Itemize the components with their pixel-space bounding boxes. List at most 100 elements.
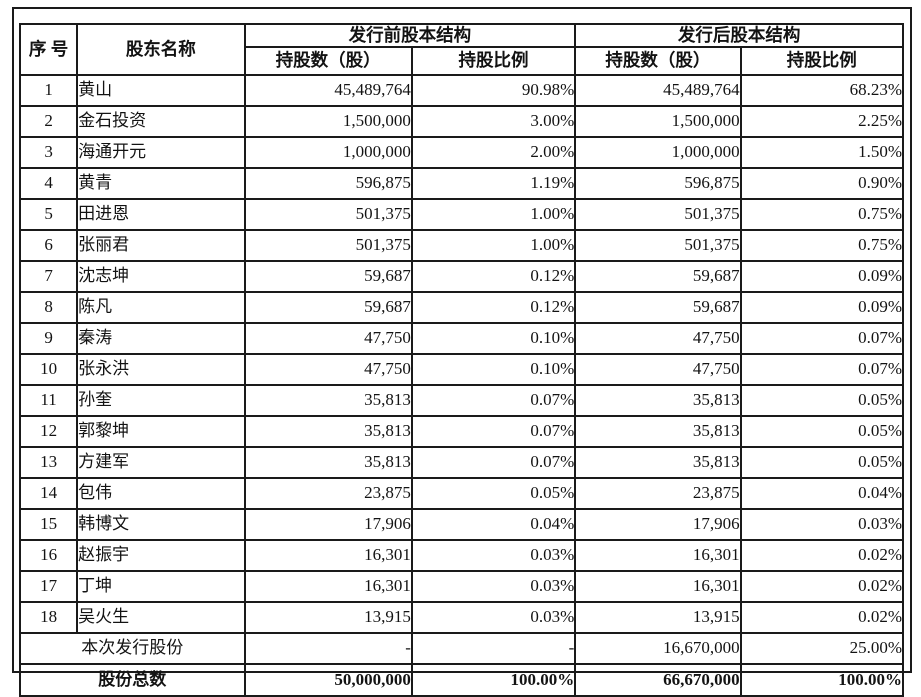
table-row: 5 田进恩 501,375 1.00% 501,375 0.75% <box>18 198 905 231</box>
cell-pre-ratio: 0.12% <box>410 260 577 293</box>
cell-post-ratio: 0.75% <box>739 229 905 262</box>
issue-pre-ratio: - <box>410 632 577 665</box>
cell-shareholder: 丁坤 <box>76 570 246 603</box>
cell-serial: 16 <box>18 539 79 572</box>
table-row: 10 张永洪 47,750 0.10% 47,750 0.07% <box>18 353 905 386</box>
cell-pre-ratio: 0.07% <box>410 446 577 479</box>
cell-shareholder: 张永洪 <box>76 353 246 386</box>
cell-post-shares: 59,687 <box>574 260 742 293</box>
table-row: 4 黄青 596,875 1.19% 596,875 0.90% <box>18 167 905 200</box>
cell-post-ratio: 2.25% <box>739 105 905 138</box>
total-row-label: 股份总数 <box>19 663 246 697</box>
cell-pre-ratio: 1.00% <box>410 229 577 262</box>
cell-shareholder: 海通开元 <box>76 136 246 169</box>
cell-pre-ratio: 0.04% <box>410 508 577 541</box>
cell-pre-shares: 47,750 <box>243 353 413 386</box>
cell-pre-shares: 35,813 <box>243 446 413 479</box>
cell-pre-ratio: 1.00% <box>410 198 577 231</box>
cell-post-shares: 16,301 <box>574 539 742 572</box>
cell-pre-ratio: 0.05% <box>410 477 577 510</box>
cell-post-ratio: 0.90% <box>739 167 905 200</box>
cell-post-ratio: 0.09% <box>739 291 905 324</box>
cell-shareholder: 田进恩 <box>76 198 246 231</box>
cell-post-ratio: 0.75% <box>739 198 905 231</box>
header-shareholder: 股东名称 <box>76 23 246 76</box>
table-row: 7 沈志坤 59,687 0.12% 59,687 0.09% <box>18 260 905 293</box>
cell-post-ratio: 0.07% <box>739 322 905 355</box>
cell-post-shares: 1,500,000 <box>574 105 742 138</box>
cell-pre-shares: 47,750 <box>243 322 413 355</box>
table-row: 15 韩博文 17,906 0.04% 17,906 0.03% <box>18 508 905 541</box>
cell-pre-shares: 16,301 <box>243 539 413 572</box>
cell-post-ratio: 0.05% <box>739 384 905 417</box>
cell-shareholder: 孙奎 <box>76 384 246 417</box>
issue-row: 本次发行股份 - - 16,670,000 25.00% <box>19 632 905 665</box>
cell-post-shares: 45,489,764 <box>574 74 742 107</box>
cell-post-ratio: 1.50% <box>739 136 905 169</box>
cell-pre-shares: 23,875 <box>243 477 413 510</box>
cell-pre-shares: 59,687 <box>243 260 413 293</box>
table-row: 8 陈凡 59,687 0.12% 59,687 0.09% <box>18 291 905 324</box>
header-post-group: 发行后股本结构 <box>574 23 904 48</box>
cell-shareholder: 韩博文 <box>76 508 246 541</box>
cell-post-ratio: 0.02% <box>739 570 905 603</box>
cell-serial: 12 <box>18 415 79 448</box>
total-post-shares: 66,670,000 <box>574 663 742 697</box>
cell-pre-ratio: 0.03% <box>410 539 577 572</box>
cell-post-ratio: 68.23% <box>739 74 905 107</box>
table-row: 11 孙奎 35,813 0.07% 35,813 0.05% <box>18 384 905 417</box>
cell-shareholder: 吴火生 <box>76 601 246 634</box>
cell-pre-ratio: 0.07% <box>410 415 577 448</box>
cell-serial: 7 <box>18 260 79 293</box>
cell-serial: 11 <box>18 384 79 417</box>
cell-pre-ratio: 0.03% <box>410 601 577 634</box>
cell-serial: 4 <box>18 167 79 200</box>
cell-serial: 10 <box>18 353 79 386</box>
cell-pre-ratio: 0.10% <box>410 322 577 355</box>
cell-pre-ratio: 0.12% <box>410 291 577 324</box>
cell-serial: 3 <box>18 136 79 169</box>
header-group-row: 序 号 股东名称 发行前股本结构 发行后股本结构 <box>18 23 904 76</box>
total-post-ratio: 100.00% <box>739 663 905 697</box>
cell-post-ratio: 0.04% <box>739 477 905 510</box>
header-pre-shares: 持股数（股） <box>243 46 413 76</box>
cell-post-shares: 596,875 <box>574 167 742 200</box>
share-structure-table: 序 号 股东名称 发行前股本结构 发行后股本结构 持股数（股） 持股比例 持股数… <box>18 23 905 697</box>
issue-post-shares: 16,670,000 <box>574 632 742 665</box>
cell-pre-shares: 59,687 <box>243 291 413 324</box>
cell-pre-ratio: 0.03% <box>410 570 577 603</box>
cell-post-shares: 16,301 <box>574 570 742 603</box>
cell-pre-ratio: 0.10% <box>410 353 577 386</box>
cell-serial: 15 <box>18 508 79 541</box>
header-post-shares: 持股数（股） <box>574 46 742 76</box>
table-body: 1 黄山 45,489,764 90.98% 45,489,764 68.23%… <box>18 74 905 634</box>
cell-post-shares: 501,375 <box>574 229 742 262</box>
cell-pre-ratio: 3.00% <box>410 105 577 138</box>
cell-post-ratio: 0.02% <box>739 601 905 634</box>
cell-shareholder: 郭黎坤 <box>76 415 246 448</box>
cell-post-shares: 59,687 <box>574 291 742 324</box>
table-row: 9 秦涛 47,750 0.10% 47,750 0.07% <box>18 322 905 355</box>
cell-serial: 6 <box>18 229 79 262</box>
cell-serial: 17 <box>18 570 79 603</box>
cell-pre-shares: 596,875 <box>243 167 413 200</box>
total-row: 股份总数 50,000,000 100.00% 66,670,000 100.0… <box>19 663 905 697</box>
cell-shareholder: 赵振宇 <box>76 539 246 572</box>
cell-post-ratio: 0.05% <box>739 446 905 479</box>
table-row: 2 金石投资 1,500,000 3.00% 1,500,000 2.25% <box>18 105 905 138</box>
cell-serial: 13 <box>18 446 79 479</box>
cell-pre-shares: 16,301 <box>243 570 413 603</box>
cell-post-shares: 47,750 <box>574 353 742 386</box>
cell-post-shares: 35,813 <box>574 446 742 479</box>
cell-post-ratio: 0.07% <box>739 353 905 386</box>
cell-pre-shares: 1,000,000 <box>243 136 413 169</box>
cell-serial: 9 <box>18 322 79 355</box>
table-row: 6 张丽君 501,375 1.00% 501,375 0.75% <box>18 229 905 262</box>
cell-post-ratio: 0.05% <box>739 415 905 448</box>
cell-pre-ratio: 2.00% <box>410 136 577 169</box>
cell-serial: 8 <box>18 291 79 324</box>
cell-serial: 2 <box>18 105 79 138</box>
cell-pre-shares: 1,500,000 <box>243 105 413 138</box>
cell-pre-shares: 501,375 <box>243 229 413 262</box>
page-frame: 序 号 股东名称 发行前股本结构 发行后股本结构 持股数（股） 持股比例 持股数… <box>12 7 912 697</box>
